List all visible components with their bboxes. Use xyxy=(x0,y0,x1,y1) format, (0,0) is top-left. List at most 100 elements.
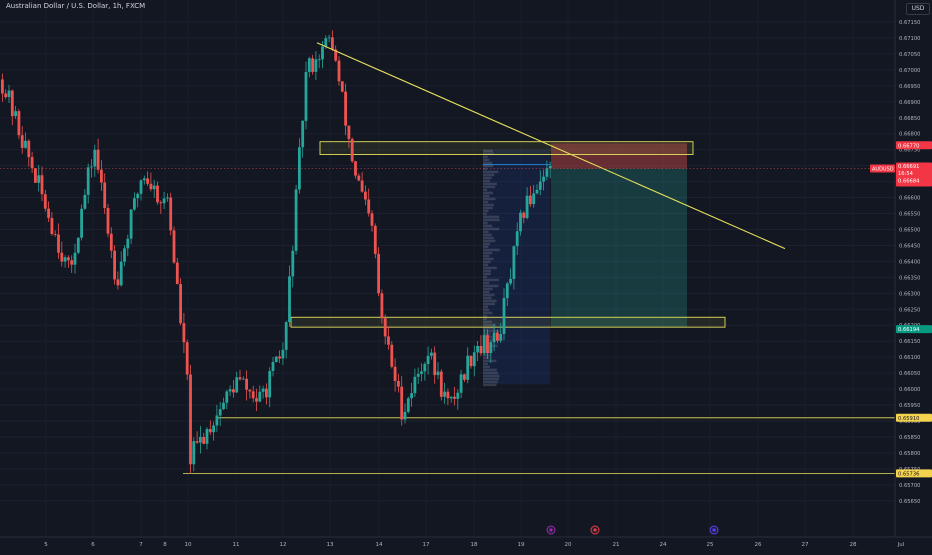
candle[interactable] xyxy=(169,197,173,231)
candle[interactable] xyxy=(367,199,371,214)
candle[interactable] xyxy=(479,345,483,354)
candle[interactable] xyxy=(433,352,437,376)
take-profit-zone[interactable] xyxy=(551,168,687,328)
candle[interactable] xyxy=(80,208,83,238)
candle[interactable] xyxy=(284,322,288,350)
candle[interactable] xyxy=(90,166,93,168)
candle[interactable] xyxy=(166,197,169,199)
candle[interactable] xyxy=(146,178,149,184)
event-markers[interactable] xyxy=(546,525,719,535)
candle[interactable] xyxy=(357,175,361,181)
support-zone[interactable] xyxy=(290,316,726,328)
candle[interactable] xyxy=(535,189,539,194)
candle[interactable] xyxy=(548,165,552,169)
candle[interactable] xyxy=(261,388,265,392)
candle[interactable] xyxy=(314,59,318,72)
candle[interactable] xyxy=(298,147,301,190)
candle[interactable] xyxy=(456,392,460,399)
candle[interactable] xyxy=(400,386,404,420)
candle[interactable] xyxy=(416,373,420,377)
candle[interactable] xyxy=(525,195,529,218)
candle[interactable] xyxy=(439,371,443,397)
candle[interactable] xyxy=(519,212,522,232)
candle[interactable] xyxy=(235,377,239,393)
candle[interactable] xyxy=(106,207,110,234)
candle[interactable] xyxy=(459,374,463,393)
candle[interactable] xyxy=(268,371,272,398)
candle[interactable] xyxy=(515,231,519,247)
candle[interactable] xyxy=(116,279,120,286)
candle[interactable] xyxy=(30,157,34,169)
candle[interactable] xyxy=(522,212,526,218)
candle[interactable] xyxy=(47,208,50,218)
candle[interactable] xyxy=(179,284,182,324)
candle[interactable] xyxy=(162,198,166,204)
candle[interactable] xyxy=(373,225,377,254)
candle[interactable] xyxy=(334,49,338,61)
candle[interactable] xyxy=(93,149,97,167)
candle[interactable] xyxy=(463,374,466,380)
candle[interactable] xyxy=(489,342,493,353)
candle[interactable] xyxy=(14,111,17,117)
candle[interactable] xyxy=(337,60,341,82)
candle[interactable] xyxy=(24,140,27,148)
candle[interactable] xyxy=(113,250,116,280)
candle[interactable] xyxy=(156,185,159,203)
candle[interactable] xyxy=(228,389,232,392)
candle[interactable] xyxy=(304,72,308,121)
candle[interactable] xyxy=(50,217,54,235)
candle[interactable] xyxy=(502,298,506,334)
candle[interactable] xyxy=(532,193,536,205)
candle[interactable] xyxy=(340,81,344,92)
candle[interactable] xyxy=(73,252,77,265)
candle[interactable] xyxy=(159,202,163,204)
candle[interactable] xyxy=(492,332,496,343)
candle[interactable] xyxy=(185,342,189,375)
candle[interactable] xyxy=(446,391,450,399)
candle[interactable] xyxy=(34,168,37,183)
candle[interactable] xyxy=(232,389,235,393)
candle[interactable] xyxy=(53,234,57,235)
candle[interactable] xyxy=(222,402,225,410)
candle[interactable] xyxy=(387,336,390,345)
candle[interactable] xyxy=(7,90,11,98)
candle[interactable] xyxy=(67,257,70,261)
candle[interactable] xyxy=(86,167,90,195)
candle[interactable] xyxy=(271,361,275,372)
candle[interactable] xyxy=(192,441,196,465)
candle[interactable] xyxy=(364,191,367,200)
candle[interactable] xyxy=(225,391,229,403)
candle[interactable] xyxy=(27,140,31,158)
symbol-title[interactable]: Australian Dollar / U.S. Dollar, 1h, FXC… xyxy=(6,2,146,10)
candle[interactable] xyxy=(466,355,470,380)
candles[interactable] xyxy=(1,30,552,474)
candle[interactable] xyxy=(529,195,532,205)
candle[interactable] xyxy=(545,168,549,177)
candle[interactable] xyxy=(453,396,456,399)
candle[interactable] xyxy=(301,120,305,148)
candle[interactable] xyxy=(103,182,107,208)
candle[interactable] xyxy=(496,332,499,341)
candle[interactable] xyxy=(139,180,143,194)
candle[interactable] xyxy=(1,79,4,94)
candle[interactable] xyxy=(109,233,113,251)
candle[interactable] xyxy=(397,380,400,387)
candle[interactable] xyxy=(321,46,324,60)
candle[interactable] xyxy=(542,176,545,182)
candle[interactable] xyxy=(208,429,212,433)
candle[interactable] xyxy=(505,283,509,299)
candle[interactable] xyxy=(390,344,394,367)
candle[interactable] xyxy=(317,59,321,61)
candle[interactable] xyxy=(76,237,80,253)
candle[interactable] xyxy=(331,37,334,50)
candle[interactable] xyxy=(278,356,281,359)
candle[interactable] xyxy=(175,262,179,285)
candle[interactable] xyxy=(40,175,44,195)
candle[interactable] xyxy=(377,253,380,294)
candle[interactable] xyxy=(380,293,384,319)
candle[interactable] xyxy=(311,58,314,72)
candle[interactable] xyxy=(413,376,417,394)
candle[interactable] xyxy=(60,252,64,262)
